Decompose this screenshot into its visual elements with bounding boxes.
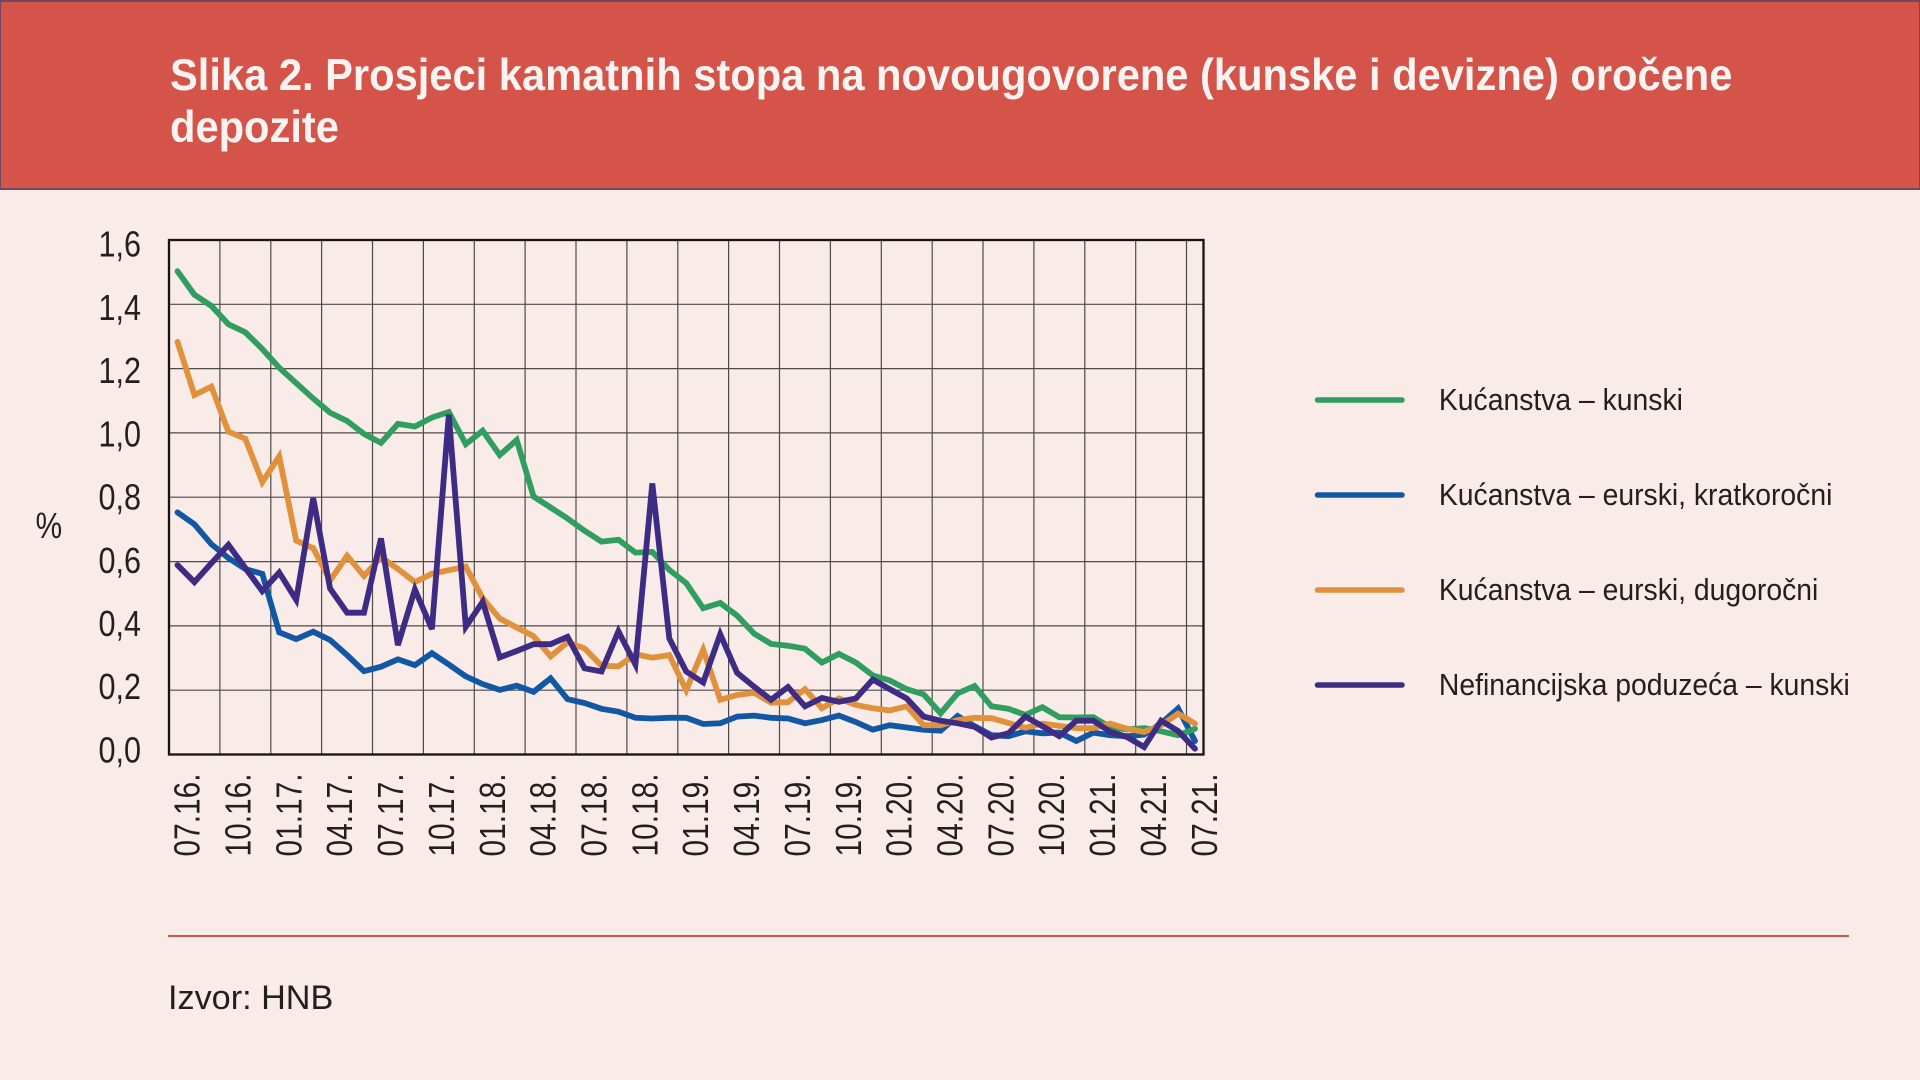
- svg-text:0,4: 0,4: [99, 603, 142, 644]
- svg-text:%: %: [36, 505, 63, 546]
- svg-text:01.17.: 01.17.: [268, 774, 309, 857]
- svg-text:1,2: 1,2: [99, 350, 142, 391]
- svg-text:07.21.: 07.21.: [1184, 774, 1225, 857]
- svg-text:10.19.: 10.19.: [828, 774, 869, 857]
- svg-text:10.16.: 10.16.: [218, 774, 259, 857]
- svg-text:04.18.: 04.18.: [523, 774, 564, 857]
- svg-text:07.18.: 07.18.: [574, 774, 615, 857]
- svg-text:07.17.: 07.17.: [370, 774, 411, 857]
- svg-text:1,6: 1,6: [99, 224, 142, 265]
- svg-text:04.21.: 04.21.: [1133, 774, 1174, 857]
- svg-text:10.20.: 10.20.: [1031, 774, 1072, 857]
- svg-text:1,0: 1,0: [99, 413, 142, 454]
- svg-text:0,6: 0,6: [99, 540, 142, 581]
- svg-text:07.16.: 07.16.: [167, 774, 208, 857]
- svg-text:01.19.: 01.19.: [675, 774, 716, 857]
- svg-text:1,4: 1,4: [99, 287, 142, 328]
- svg-text:Kućanstva – eurski, dugoročni: Kućanstva – eurski, dugoročni: [1439, 573, 1818, 607]
- svg-text:0,2: 0,2: [99, 666, 142, 707]
- svg-text:Nefinancijska poduzeća – kunsk: Nefinancijska poduzeća – kunski: [1439, 668, 1850, 702]
- svg-text:04.20.: 04.20.: [930, 774, 971, 857]
- svg-text:07.20.: 07.20.: [980, 774, 1021, 857]
- svg-text:04.17.: 04.17.: [319, 774, 360, 857]
- svg-text:01.21.: 01.21.: [1082, 774, 1123, 857]
- svg-text:04.19.: 04.19.: [726, 774, 767, 857]
- svg-text:01.20.: 01.20.: [879, 774, 920, 857]
- svg-text:0,8: 0,8: [99, 477, 142, 518]
- svg-text:Kućanstva – kunski: Kućanstva – kunski: [1439, 383, 1683, 417]
- svg-text:Kućanstva – eurski, kratkoročn: Kućanstva – eurski, kratkoročni: [1439, 478, 1833, 512]
- svg-text:07.19.: 07.19.: [777, 774, 818, 857]
- svg-text:10.18.: 10.18.: [624, 774, 665, 857]
- svg-text:01.18.: 01.18.: [472, 774, 513, 857]
- svg-text:10.17.: 10.17.: [421, 774, 462, 857]
- svg-text:0,0: 0,0: [99, 729, 142, 770]
